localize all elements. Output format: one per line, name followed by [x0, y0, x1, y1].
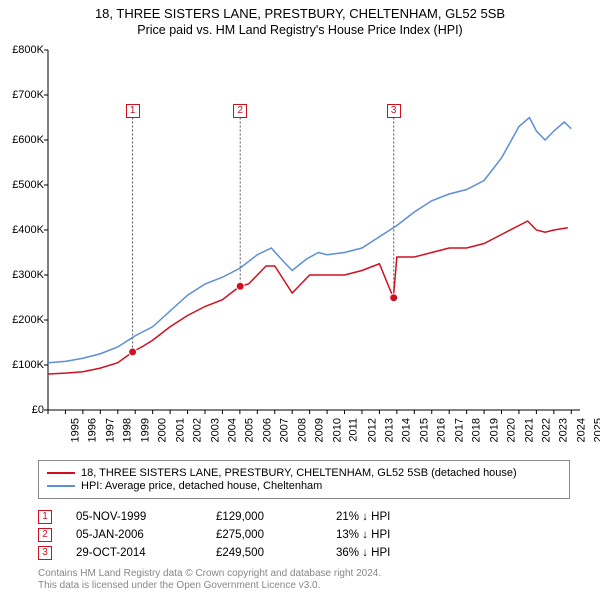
x-tick-label: 2000	[157, 418, 169, 442]
legend-label: 18, THREE SISTERS LANE, PRESTBURY, CHELT…	[81, 467, 517, 479]
transaction-price: £249,500	[216, 547, 336, 559]
y-tick-label: £100K	[0, 359, 44, 371]
x-tick-label: 2017	[453, 418, 465, 442]
footer-attribution: Contains HM Land Registry data © Crown c…	[38, 568, 381, 592]
x-tick-label: 2001	[174, 418, 186, 442]
x-tick-label: 1998	[122, 418, 134, 442]
legend-item: HPI: Average price, detached house, Chel…	[47, 480, 561, 492]
chart-marker-1: 1	[126, 104, 140, 118]
x-tick-label: 2014	[401, 418, 413, 442]
chart-title: 18, THREE SISTERS LANE, PRESTBURY, CHELT…	[0, 0, 600, 21]
transaction-date: 05-JAN-2006	[76, 529, 216, 541]
x-tick-label: 2023	[558, 418, 570, 442]
x-tick-label: 2008	[296, 418, 308, 442]
y-tick-label: £600K	[0, 134, 44, 146]
x-tick-label: 2015	[418, 418, 430, 442]
x-tick-label: 2007	[279, 418, 291, 442]
transaction-date: 29-OCT-2014	[76, 547, 216, 559]
x-tick-label: 2005	[244, 418, 256, 442]
x-tick-label: 2020	[506, 418, 518, 442]
transaction-row: 1 05-NOV-1999£129,00021% ↓ HPI	[38, 510, 570, 524]
chart-marker-3: 3	[387, 104, 401, 118]
x-tick-label: 2013	[383, 418, 395, 442]
legend-label: HPI: Average price, detached house, Chel…	[81, 480, 322, 492]
x-tick-label: 2009	[314, 418, 326, 442]
transaction-price: £275,000	[216, 529, 336, 541]
x-tick-label: 2016	[436, 418, 448, 442]
transaction-diff: 36% ↓ HPI	[336, 547, 456, 559]
legend-swatch	[47, 485, 75, 487]
x-tick-label: 1997	[104, 418, 116, 442]
transaction-diff: 13% ↓ HPI	[336, 529, 456, 541]
transaction-row: 3 29-OCT-2014£249,50036% ↓ HPI	[38, 546, 570, 560]
x-tick-label: 2010	[331, 418, 343, 442]
y-tick-label: £300K	[0, 269, 44, 281]
x-tick-label: 1999	[139, 418, 151, 442]
transaction-marker: 2	[38, 528, 52, 542]
x-tick-label: 2022	[540, 418, 552, 442]
x-tick-label: 2021	[523, 418, 535, 442]
x-tick-label: 2012	[366, 418, 378, 442]
y-tick-label: £0	[0, 404, 44, 416]
x-tick-label: 2003	[209, 418, 221, 442]
x-tick-label: 2018	[471, 418, 483, 442]
x-tick-label: 2006	[261, 418, 273, 442]
transaction-diff: 21% ↓ HPI	[336, 511, 456, 523]
x-tick-label: 2019	[488, 418, 500, 442]
transaction-price: £129,000	[216, 511, 336, 523]
y-tick-label: £800K	[0, 44, 44, 56]
x-tick-label: 1996	[87, 418, 99, 442]
x-tick-label: 2002	[192, 418, 204, 442]
y-tick-label: £200K	[0, 314, 44, 326]
x-tick-label: 2025	[593, 418, 600, 442]
chart-subtitle: Price paid vs. HM Land Registry's House …	[0, 21, 600, 37]
y-tick-label: £700K	[0, 89, 44, 101]
chart-legend: 18, THREE SISTERS LANE, PRESTBURY, CHELT…	[38, 460, 570, 499]
x-tick-label: 2011	[348, 418, 360, 442]
chart-marker-2: 2	[233, 104, 247, 118]
transaction-marker: 1	[38, 510, 52, 524]
transaction-marker: 3	[38, 546, 52, 560]
transactions-table: 1 05-NOV-1999£129,00021% ↓ HPI 2 05-JAN-200…	[38, 506, 570, 564]
y-tick-label: £500K	[0, 179, 44, 191]
legend-item: 18, THREE SISTERS LANE, PRESTBURY, CHELT…	[47, 467, 561, 479]
y-tick-label: £400K	[0, 224, 44, 236]
x-tick-label: 2004	[226, 418, 238, 442]
x-tick-label: 2024	[575, 418, 587, 442]
footer-line-1: Contains HM Land Registry data © Crown c…	[38, 568, 381, 580]
footer-line-2: This data is licensed under the Open Gov…	[38, 580, 381, 592]
x-tick-label: 1995	[69, 418, 81, 442]
transaction-row: 2 05-JAN-2006£275,00013% ↓ HPI	[38, 528, 570, 542]
transaction-date: 05-NOV-1999	[76, 511, 216, 523]
legend-swatch	[47, 472, 75, 474]
